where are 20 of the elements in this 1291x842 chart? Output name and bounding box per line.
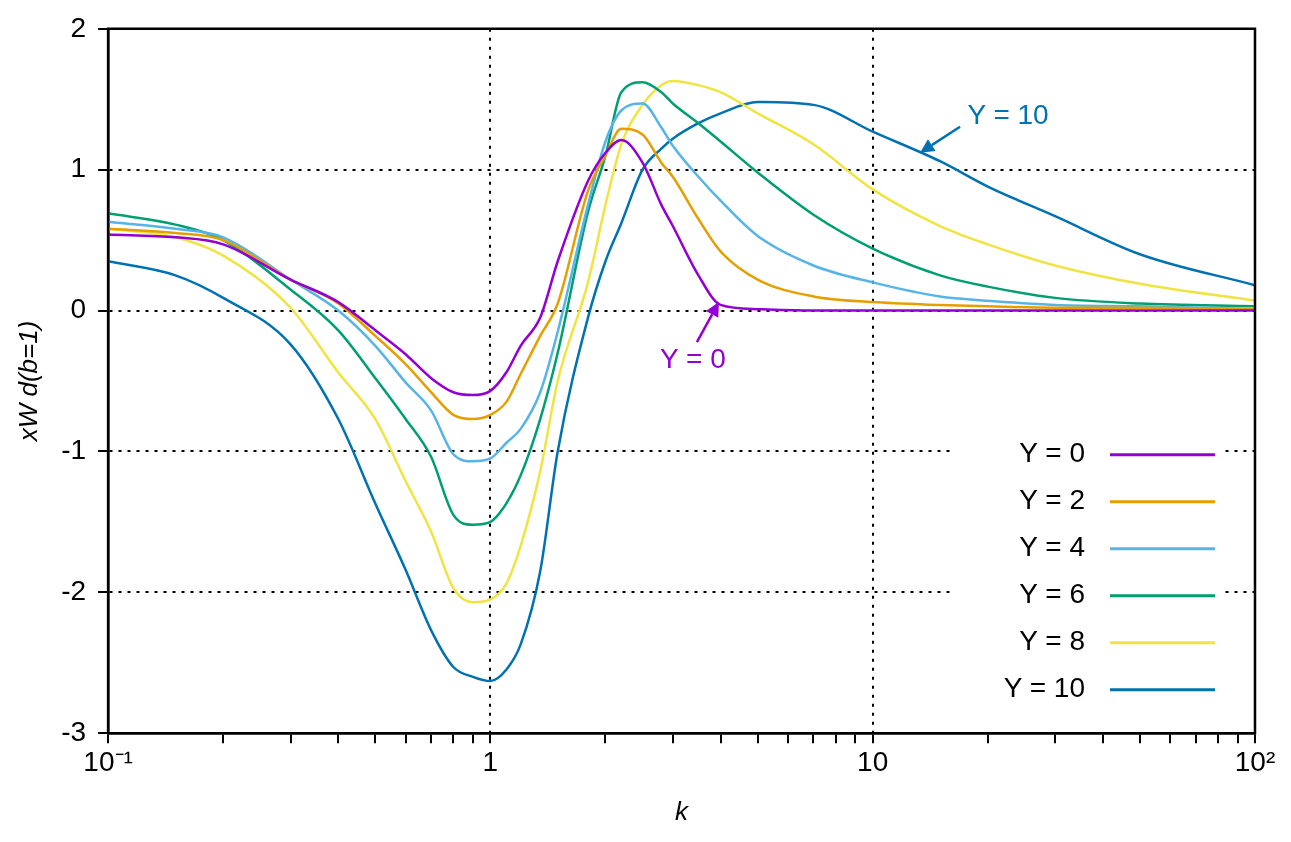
legend-label: Y = 8 (1019, 625, 1085, 657)
legend-label: Y = 10 (1003, 672, 1085, 704)
y-tick-label: -3 (61, 715, 87, 747)
x-tick-label: 10² (1234, 745, 1276, 777)
y-tick-label: -1 (61, 434, 87, 466)
legend-label: Y = 0 (1019, 437, 1085, 469)
legend-label: Y = 4 (1019, 531, 1085, 563)
x-tick-label: 1 (482, 745, 499, 777)
x-axis-title: k (675, 795, 691, 826)
annotation: Y = 10 (967, 99, 1049, 131)
y-tick-label: 1 (70, 152, 87, 184)
y-tick-label: 2 (70, 11, 87, 43)
x-tick-label: 10 (857, 745, 889, 777)
y-tick-label: -2 (61, 575, 87, 607)
legend-label: Y = 2 (1019, 484, 1085, 516)
y-tick-label: 0 (70, 293, 87, 325)
x-tick-label: 10⁻¹ (83, 745, 133, 777)
y-axis-title: xW d(b=1) (12, 320, 43, 444)
legend-label: Y = 6 (1019, 578, 1085, 610)
annotation: Y = 0 (660, 342, 726, 374)
